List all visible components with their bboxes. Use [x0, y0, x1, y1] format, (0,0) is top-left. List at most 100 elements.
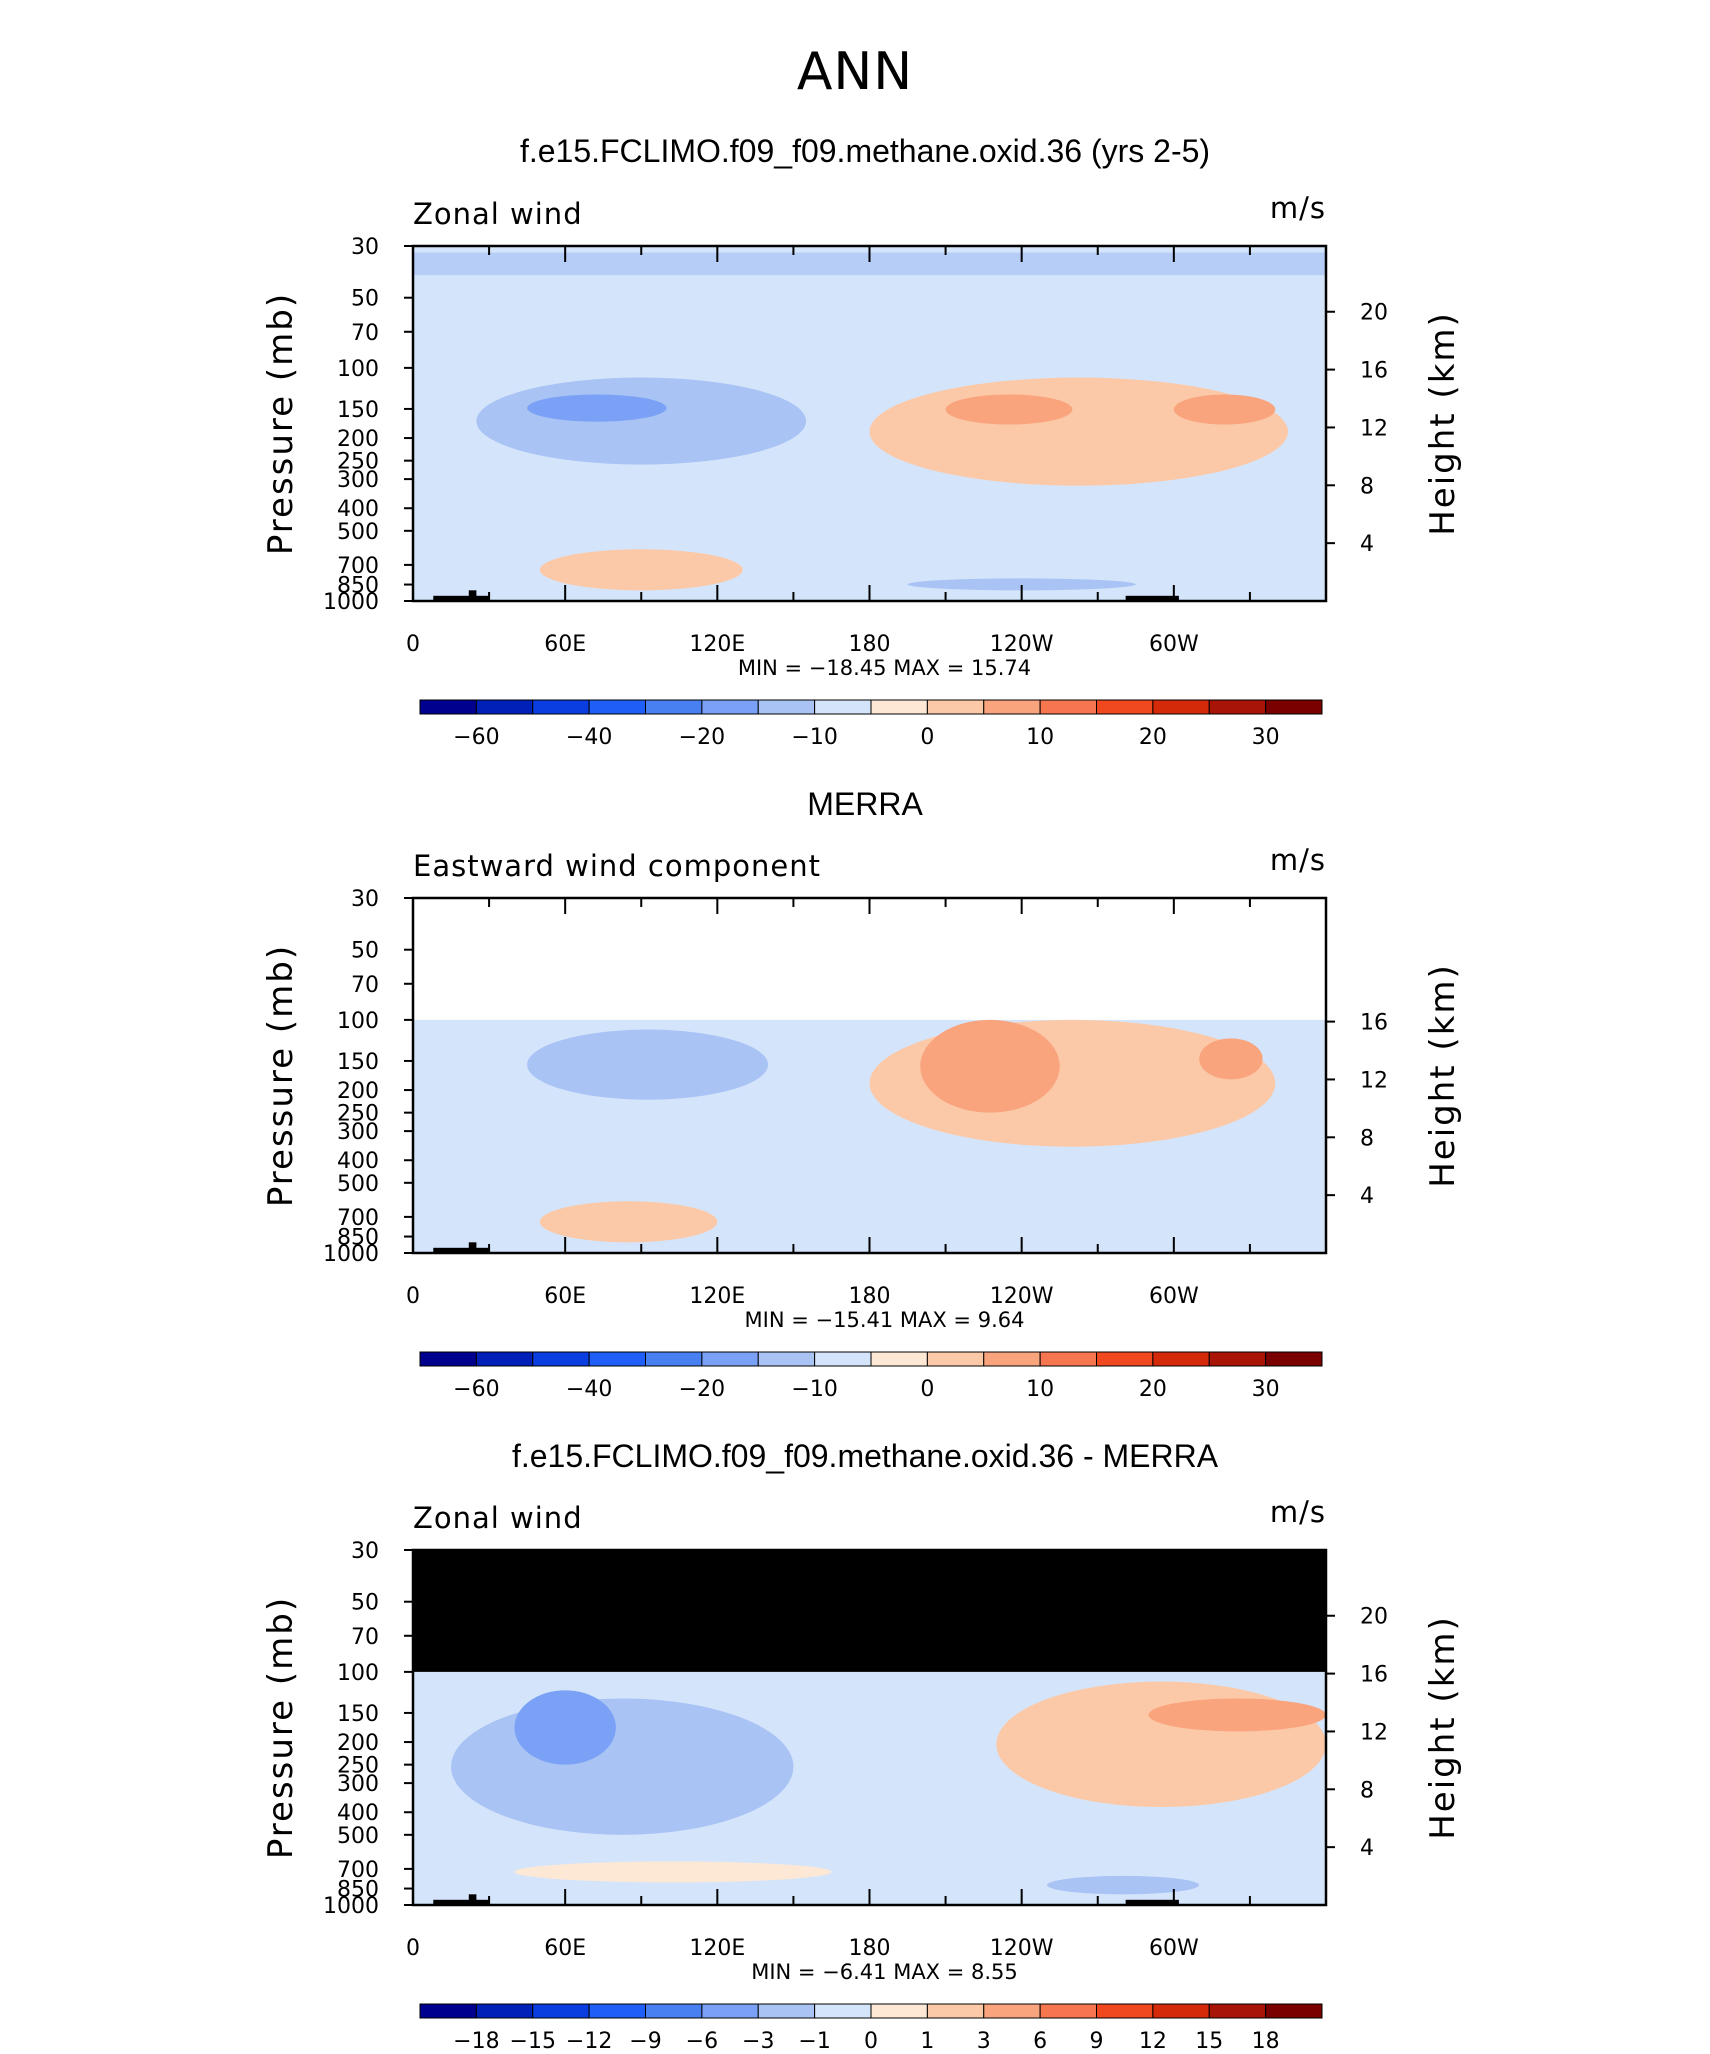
variable-label: Zonal wind — [413, 1501, 583, 1535]
x-tick-label: 0 — [406, 1284, 420, 1309]
x-tick-label: 180 — [849, 1284, 891, 1309]
y-tick-label: 700 — [337, 1206, 379, 1231]
y2-tick-label: 20 — [1360, 301, 1388, 326]
colorbar-swatch — [475, 1351, 534, 1367]
colorbar-swatch — [757, 1351, 816, 1367]
colorbar-swatch — [701, 699, 759, 715]
y-tick-label: 100 — [337, 1661, 379, 1686]
colorbar-tick-label: 30 — [1252, 1377, 1280, 1402]
colorbar-tick-label: 0 — [920, 1377, 934, 1402]
colorbar-tick-label: −10 — [791, 725, 837, 750]
colorbar-tick-label: 30 — [1252, 725, 1280, 750]
colorbar-swatch — [757, 699, 816, 715]
y-tick-label: 250 — [337, 1754, 379, 1779]
colorbar-swatch — [1265, 2003, 1323, 2019]
y2-tick-label: 12 — [1360, 1720, 1388, 1745]
x-tick-label: 60W — [1149, 1936, 1199, 1961]
colorbar-swatch — [870, 2003, 928, 2019]
colorbar-tick-label: 9 — [1090, 2029, 1104, 2054]
x-tick-label: 60E — [544, 632, 586, 657]
colorbar-swatch — [701, 2003, 759, 2019]
colorbar-swatch — [814, 699, 872, 715]
colorbar-swatch — [1208, 1351, 1267, 1367]
colorbar-tick-label: −60 — [453, 1377, 499, 1402]
colorbar-swatch — [757, 2003, 816, 2019]
y2-tick-label: 8 — [1360, 1778, 1374, 1803]
colorbar-tick-label: −20 — [679, 1377, 725, 1402]
colorbar-swatch — [1039, 2003, 1097, 2019]
colorbar-tick-label: −12 — [566, 2029, 612, 2054]
x-tick-label: 120W — [990, 1284, 1054, 1309]
y-tick-label: 700 — [337, 554, 379, 579]
y-tick-label: 400 — [337, 1801, 379, 1826]
y2-tick-label: 4 — [1360, 1836, 1374, 1861]
contour-region — [1199, 1038, 1263, 1080]
colorbar-swatch — [419, 2003, 477, 2019]
colorbar-swatch — [475, 699, 534, 715]
colorbar-swatch — [419, 1351, 477, 1367]
y-tick-label: 500 — [337, 1172, 379, 1197]
x-tick-label: 60W — [1149, 632, 1199, 657]
y2-axis-label: Height (km) — [1423, 311, 1463, 536]
colorbar-swatch — [1265, 699, 1323, 715]
panel-1-chart: 0 60E 120E 180 120W 60W3050701001502002503004… — [261, 191, 1463, 750]
colorbar-swatch — [532, 2003, 590, 2019]
y-tick-label: 150 — [337, 1050, 379, 1075]
y-tick-label: 150 — [337, 398, 379, 423]
units-label: m/s — [1270, 843, 1326, 877]
colorbar-tick-label: −18 — [453, 2029, 499, 2054]
x-tick-label: 120E — [689, 632, 745, 657]
colorbar-swatch — [645, 2003, 703, 2019]
y-tick-label: 200 — [337, 1731, 379, 1756]
y-tick-label: 70 — [351, 1625, 379, 1650]
colorbar-tick-label: 15 — [1195, 2029, 1223, 2054]
y-tick-label: 1000 — [323, 1242, 379, 1267]
y-axis-label: Pressure (mb) — [261, 292, 301, 555]
y2-tick-label: 16 — [1360, 1663, 1388, 1688]
x-tick-label: 180 — [849, 632, 891, 657]
contour-region — [907, 578, 1136, 591]
colorbar-tick-label: 10 — [1026, 725, 1054, 750]
colorbar-swatch — [588, 1351, 646, 1367]
contour-region — [1148, 1698, 1326, 1732]
colorbar-swatch — [983, 2003, 1041, 2019]
y2-tick-label: 4 — [1360, 532, 1374, 557]
y-tick-label: 70 — [351, 973, 379, 998]
x-tick-label: 60E — [544, 1284, 586, 1309]
units-label: m/s — [1270, 1495, 1326, 1529]
topography — [433, 595, 490, 601]
colorbar-swatch — [588, 699, 646, 715]
topography — [468, 1242, 477, 1253]
main-title: ANN — [796, 42, 914, 102]
units-label: m/s — [1270, 191, 1326, 225]
x-tick-label: 60E — [544, 1936, 586, 1961]
x-tick-label: 0 — [406, 632, 420, 657]
y2-tick-label: 8 — [1360, 474, 1374, 499]
colorbar-swatch — [1208, 699, 1267, 715]
y-tick-label: 500 — [337, 520, 379, 545]
topography — [433, 1899, 490, 1905]
colorbar-swatch — [1152, 1351, 1210, 1367]
y2-tick-label: 4 — [1360, 1184, 1374, 1209]
min-max-label: MIN = −6.41 MAX = 8.55 — [751, 1960, 1018, 1984]
y2-tick-label: 8 — [1360, 1126, 1374, 1151]
colorbar-swatch — [870, 699, 928, 715]
min-max-label: MIN = −18.45 MAX = 15.74 — [738, 656, 1031, 680]
colorbar-swatch — [645, 699, 703, 715]
y-tick-label: 50 — [351, 939, 379, 964]
contour-region — [945, 394, 1073, 425]
colorbar-swatch — [701, 1351, 759, 1367]
colorbar-swatch — [1096, 699, 1154, 715]
y-tick-label: 850 — [337, 574, 379, 599]
colorbar-swatch — [1152, 2003, 1210, 2019]
colorbar-tick-label: −20 — [679, 725, 725, 750]
contour-region — [1173, 394, 1276, 425]
colorbar-swatch — [926, 699, 985, 715]
colorbar-swatch — [814, 2003, 872, 2019]
y-tick-label: 300 — [337, 1772, 379, 1797]
colorbar-tick-label: −60 — [453, 725, 499, 750]
colorbar-swatch — [532, 1351, 590, 1367]
y-axis-label: Pressure (mb) — [261, 944, 301, 1207]
masked-region — [413, 1550, 1326, 1672]
y-tick-label: 200 — [337, 427, 379, 452]
